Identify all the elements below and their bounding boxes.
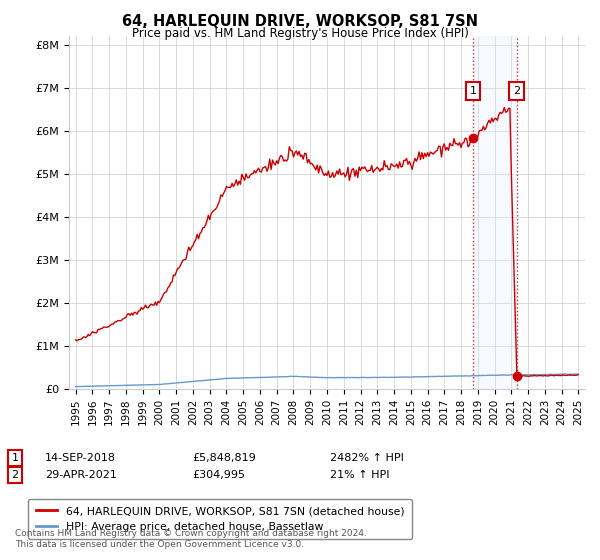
Text: 64, HARLEQUIN DRIVE, WORKSOP, S81 7SN: 64, HARLEQUIN DRIVE, WORKSOP, S81 7SN bbox=[122, 14, 478, 29]
Text: £304,995: £304,995 bbox=[192, 470, 245, 480]
Text: 29-APR-2021: 29-APR-2021 bbox=[45, 470, 117, 480]
Text: 1: 1 bbox=[469, 86, 476, 96]
Text: Contains HM Land Registry data © Crown copyright and database right 2024.
This d: Contains HM Land Registry data © Crown c… bbox=[15, 529, 367, 549]
Text: 1: 1 bbox=[11, 453, 19, 463]
Text: Price paid vs. HM Land Registry's House Price Index (HPI): Price paid vs. HM Land Registry's House … bbox=[131, 27, 469, 40]
Text: 2: 2 bbox=[11, 470, 19, 480]
Text: 2482% ↑ HPI: 2482% ↑ HPI bbox=[330, 453, 404, 463]
Text: 21% ↑ HPI: 21% ↑ HPI bbox=[330, 470, 389, 480]
Text: 14-SEP-2018: 14-SEP-2018 bbox=[45, 453, 116, 463]
Legend: 64, HARLEQUIN DRIVE, WORKSOP, S81 7SN (detached house), HPI: Average price, deta: 64, HARLEQUIN DRIVE, WORKSOP, S81 7SN (d… bbox=[28, 499, 412, 539]
Bar bbox=[473, 36, 517, 389]
Text: 2: 2 bbox=[513, 86, 520, 96]
Text: £5,848,819: £5,848,819 bbox=[192, 453, 256, 463]
